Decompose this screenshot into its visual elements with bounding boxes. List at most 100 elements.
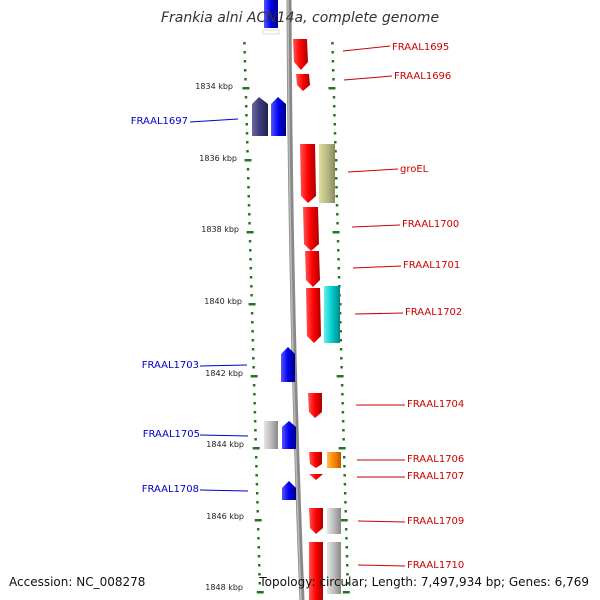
minor-tick: [343, 492, 347, 495]
minor-tick: [247, 177, 250, 180]
gene-arrow: [282, 481, 296, 500]
gene-arrow: [293, 39, 308, 70]
minor-tick: [341, 393, 344, 396]
genome-title: Frankia alni ACN14a, complete genome: [161, 10, 439, 26]
minor-tick: [337, 267, 341, 270]
minor-tick: [339, 330, 342, 333]
minor-tick: [336, 213, 339, 216]
minor-tick: [246, 150, 249, 153]
minor-tick: [338, 312, 342, 315]
minor-tick: [243, 42, 246, 45]
minor-tick: [257, 537, 260, 540]
minor-tick: [339, 348, 343, 351]
major-tick: [252, 447, 260, 450]
minor-tick: [253, 393, 256, 396]
minor-tick: [253, 411, 257, 414]
kbp-label: 1836 kbp: [199, 154, 237, 163]
minor-tick: [250, 285, 253, 288]
major-tick: [254, 519, 262, 522]
connector-line: [354, 312, 404, 315]
minor-tick: [248, 222, 251, 225]
gene-arrow: [319, 144, 335, 203]
gene-arrow: [305, 251, 320, 287]
minor-tick: [256, 528, 260, 531]
minor-tick: [340, 384, 344, 387]
minor-tick: [245, 141, 249, 144]
gene-arrow: [271, 97, 286, 136]
minor-tick: [257, 555, 261, 558]
kbp-label: 1844 kbp: [206, 440, 244, 449]
minor-tick: [341, 411, 345, 414]
minor-tick: [247, 204, 251, 207]
minor-tick: [331, 60, 335, 63]
gene-label: FRAAL1707: [407, 471, 464, 482]
major-tick: [244, 159, 252, 162]
minor-tick: [254, 456, 258, 459]
minor-tick: [257, 564, 261, 567]
minor-tick: [346, 582, 349, 585]
major-tick: [250, 375, 258, 378]
gene-label: FRAAL1706: [407, 454, 464, 465]
label-connectors: [189, 45, 406, 567]
minor-tick: [252, 357, 255, 360]
gene-arrow: [252, 97, 268, 136]
minor-tick: [258, 573, 261, 576]
gene-label: FRAAL1701: [403, 260, 460, 271]
minor-tick: [332, 105, 336, 108]
minor-tick: [339, 339, 343, 342]
minor-tick: [244, 78, 247, 81]
minor-tick: [345, 555, 349, 558]
gene-arrow: [324, 286, 340, 343]
minor-tick: [342, 456, 346, 459]
minor-tick: [343, 465, 346, 468]
gene-arrow: [309, 474, 323, 480]
gene-arrow: [262, 29, 280, 35]
minor-tick: [253, 420, 257, 423]
gene-arrow: [296, 74, 310, 91]
major-tick: [328, 87, 336, 90]
kbp-label: 1840 kbp: [204, 297, 242, 306]
minor-tick: [332, 78, 335, 81]
minor-tick: [248, 240, 252, 243]
major-tick: [336, 375, 344, 378]
connector-line: [352, 265, 402, 269]
gene-label: FRAAL1708: [142, 484, 199, 495]
minor-tick: [333, 141, 337, 144]
major-tick: [342, 591, 350, 594]
major-tick: [340, 519, 348, 522]
minor-tick: [334, 150, 337, 153]
connector-line: [357, 520, 406, 523]
gene-label: FRAAL1709: [407, 516, 464, 527]
gene-arrow: [306, 288, 321, 343]
minor-tick: [258, 582, 261, 585]
connector-line: [342, 45, 391, 52]
minor-tick: [256, 510, 259, 513]
gene-label: FRAAL1705: [143, 429, 200, 440]
minor-tick: [244, 105, 248, 108]
minor-tick: [245, 114, 248, 117]
gene-arrow: [303, 207, 319, 251]
gene-arrow: [300, 144, 316, 203]
major-tick: [248, 303, 256, 306]
minor-tick: [245, 123, 248, 126]
gene-arrow: [281, 347, 295, 382]
minor-tick: [345, 537, 348, 540]
minor-tick: [335, 195, 339, 198]
minor-tick: [243, 69, 247, 72]
minor-tick: [337, 276, 341, 279]
gene-label: FRAAL1710: [407, 560, 464, 571]
kbp-label: 1834 kbp: [195, 82, 233, 91]
minor-tick: [243, 60, 247, 63]
minor-tick: [345, 546, 348, 549]
major-tick: [242, 87, 250, 90]
minor-tick: [256, 501, 259, 504]
minor-tick: [255, 492, 259, 495]
minor-tick: [257, 546, 260, 549]
minor-tick: [346, 573, 349, 576]
minor-tick: [255, 474, 258, 477]
major-tick: [246, 231, 254, 234]
minor-tick: [342, 429, 345, 432]
connector-line: [199, 364, 248, 367]
minor-tick: [335, 186, 338, 189]
gene-arrow: [327, 452, 341, 468]
